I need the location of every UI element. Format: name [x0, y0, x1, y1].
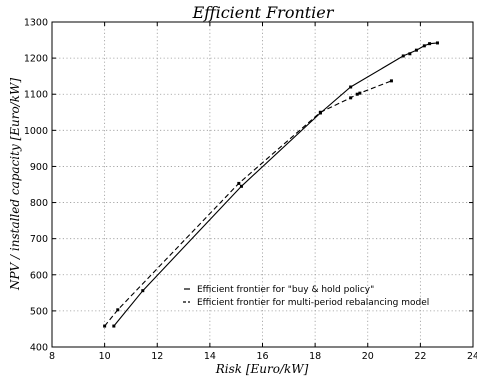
- data-point-buy-hold: [112, 324, 116, 328]
- data-point-buy-hold: [141, 289, 145, 293]
- data-point-buy-hold: [422, 44, 426, 48]
- x-tick-label: 18: [309, 351, 321, 362]
- data-point-rebalancing: [358, 91, 362, 95]
- data-point-buy-hold: [428, 42, 432, 46]
- data-point-rebalancing: [355, 92, 359, 96]
- data-point-buy-hold: [401, 54, 405, 58]
- x-tick-label: 20: [362, 351, 374, 362]
- data-point-buy-hold: [239, 184, 243, 188]
- x-tick-label: 8: [49, 351, 55, 362]
- data-point-rebalancing: [318, 110, 322, 114]
- data-point-rebalancing: [103, 324, 107, 328]
- x-tick-label: 24: [467, 351, 477, 362]
- x-tick-label: 14: [204, 351, 216, 362]
- y-tick-label: 700: [30, 234, 48, 245]
- y-tick-label: 1200: [24, 54, 48, 65]
- x-tick-label: 12: [151, 351, 163, 362]
- y-tick-label: 500: [30, 306, 48, 317]
- y-tick-labels: 400 500 600 700 800 900 1000 1100 1200 1300: [24, 18, 48, 354]
- legend-label-rebalancing: Efficient frontier for multi-period reba…: [197, 298, 429, 308]
- data-point-rebalancing: [349, 96, 353, 100]
- x-tick-label: 22: [414, 351, 426, 362]
- y-tick-label: 1000: [24, 126, 48, 137]
- series-lines: [104, 42, 438, 327]
- x-axis-label: Risk [Euro/kW]: [215, 362, 309, 376]
- y-tick-label: 600: [30, 270, 48, 281]
- y-tick-label: 400: [30, 343, 48, 354]
- x-tick-label: 10: [99, 351, 111, 362]
- legend: Efficient frontier for "buy & hold polic…: [183, 285, 429, 308]
- data-point-buy-hold: [349, 85, 353, 89]
- legend-label-buy-hold: Efficient frontier for "buy & hold polic…: [197, 285, 374, 295]
- y-tick-label: 900: [30, 162, 48, 173]
- data-point-rebalancing: [389, 79, 393, 83]
- chart-title: Efficient Frontier: [192, 3, 335, 22]
- data-point-buy-hold: [435, 41, 439, 45]
- y-tick-label: 1300: [24, 18, 48, 29]
- y-tick-label: 1100: [24, 90, 48, 101]
- data-point-extra: [408, 52, 412, 56]
- data-point-rebalancing: [237, 181, 241, 185]
- axis-ticks: [51, 21, 474, 348]
- data-point-buy-hold: [414, 48, 418, 52]
- data-markers: [103, 41, 439, 328]
- data-point-rebalancing: [116, 308, 120, 312]
- x-tick-labels: 8 10 12 14 16 18 20 22 24: [49, 351, 477, 362]
- y-tick-label: 800: [30, 198, 48, 209]
- x-tick-label: 16: [256, 351, 268, 362]
- y-axis-label: NPV / installed capacity [Euro/kW]: [8, 78, 22, 291]
- series-line-buy-hold: [113, 42, 438, 327]
